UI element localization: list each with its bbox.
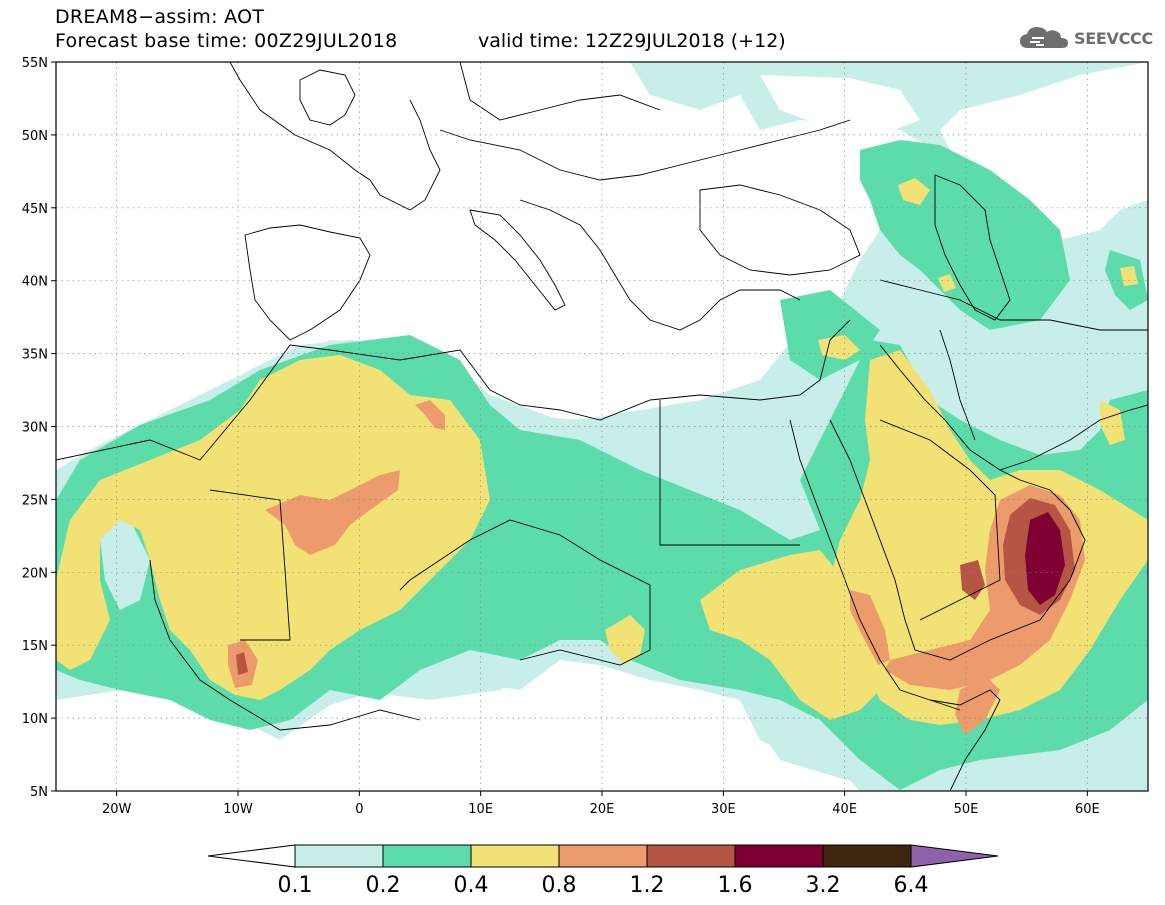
colorbar-low-arrow xyxy=(207,844,296,868)
coast-red-sea-west xyxy=(789,419,961,711)
border-caucasus xyxy=(879,279,1148,331)
colorbar-label: 1.2 xyxy=(630,873,665,898)
coast-iberia xyxy=(244,224,371,341)
lat-lon-grid xyxy=(56,62,1148,791)
coast-black-sea xyxy=(699,184,861,276)
lon-label: 60E xyxy=(1075,802,1100,817)
coast-somalia xyxy=(929,689,1001,791)
clean-region-east-europe xyxy=(940,62,1148,240)
border-egypt-libya xyxy=(659,400,800,546)
coast-europe-west xyxy=(229,62,441,211)
colorbar-swatch xyxy=(822,844,912,868)
colorbar-swatch xyxy=(470,844,560,868)
lat-label: 35N xyxy=(22,348,48,363)
valid-time: valid time: 12Z29JUL2018 (+12) xyxy=(478,30,786,52)
aot-1.6-oman-core xyxy=(1025,512,1065,605)
coast-north-africa xyxy=(56,319,851,461)
lat-label: 5N xyxy=(30,785,48,800)
colorbar-label: 0.8 xyxy=(542,873,577,898)
aot-map: 55N 50N 45N 40N 35N 30N 25N 20N 15N 10N 5N 20W 10W 0… xyxy=(22,56,1149,817)
lat-label: 25N xyxy=(22,493,48,508)
colorbar-label: 0.4 xyxy=(454,873,489,898)
lon-label: 0 xyxy=(355,802,363,817)
colorbar-swatch xyxy=(734,844,824,868)
lat-label: 30N xyxy=(22,421,48,436)
lat-label: 45N xyxy=(22,202,48,217)
aot-0.8-mauritania xyxy=(265,470,400,555)
coast-iran xyxy=(999,404,1148,471)
coast-arabia xyxy=(829,344,1086,661)
colorbar-swatch xyxy=(294,844,384,868)
coast-west-africa xyxy=(149,559,421,731)
latitude-labels: 55N 50N 45N 40N 35N 30N 25N 20N 15N 10N 5N xyxy=(22,56,56,800)
coast-balkans xyxy=(519,199,801,331)
aot-0.4-west-sahara xyxy=(56,355,490,700)
longitude-labels: 20W 10W 0 10E 20E 30E 40E 50E 60E xyxy=(102,791,1100,817)
border-iran-iraq xyxy=(939,329,976,441)
aot-colorbar: 0.1 0.2 0.4 0.8 1.2 1.6 3.2 6.4 xyxy=(207,844,999,898)
lon-label: 30E xyxy=(711,802,736,817)
border-sahara-east xyxy=(399,519,651,591)
colorbar-labels: 0.1 0.2 0.4 0.8 1.2 1.6 3.2 6.4 xyxy=(278,873,929,898)
colorbar-swatches xyxy=(207,844,999,868)
border-sudan xyxy=(519,585,651,666)
aot-1.2-mali-spot xyxy=(236,652,248,675)
aot-0.4-arabia xyxy=(830,350,1148,725)
aot-0.8-algeria-spot xyxy=(415,400,445,430)
colorbar-swatch xyxy=(558,844,648,868)
aot-0.4-persian-gulf xyxy=(1100,400,1125,445)
border-saudi xyxy=(879,419,1001,621)
lon-label: 10W xyxy=(223,802,253,817)
lon-label: 20W xyxy=(102,802,132,817)
lat-label: 20N xyxy=(22,566,48,581)
lon-label: 40E xyxy=(832,802,857,817)
border-east-europe xyxy=(439,119,851,181)
clean-region-europe xyxy=(56,62,935,470)
forecast-base-time: Forecast base time: 00Z29JUL2018 xyxy=(55,30,398,52)
colorbar-label: 0.1 xyxy=(278,873,313,898)
lat-label: 10N xyxy=(22,712,48,727)
coastlines-and-borders xyxy=(56,62,1148,791)
border-mauritania xyxy=(209,489,291,641)
lat-label: 40N xyxy=(22,275,48,290)
colorbar-swatch xyxy=(382,844,472,868)
lat-label: 50N xyxy=(22,129,48,144)
lon-label: 50E xyxy=(954,802,979,817)
brand-name: SEEVCCC xyxy=(1074,28,1153,48)
lon-label: 20E xyxy=(590,802,615,817)
coast-italy xyxy=(469,209,566,311)
colorbar-label: 1.6 xyxy=(718,873,753,898)
border-central-europe xyxy=(459,62,661,121)
colorbar-swatch xyxy=(646,844,736,868)
clean-region-ukraine xyxy=(760,75,920,135)
map-title: DREAM8−assim: AOT xyxy=(55,6,265,28)
colorbar-high-arrow xyxy=(910,844,999,868)
colorbar-label: 0.2 xyxy=(366,873,401,898)
aot-0.2-egypt-sinai xyxy=(780,290,880,380)
aot-0.4-caspian-spot-2 xyxy=(938,274,956,292)
colorbar-label: 3.2 xyxy=(806,873,841,898)
coast-caspian xyxy=(934,174,1011,321)
lat-label: 15N xyxy=(22,639,48,654)
coast-britain xyxy=(299,69,356,126)
aot-0.4-caspian-spot-1 xyxy=(898,178,930,205)
seevccc-logo: SEEVCCC xyxy=(1018,24,1153,52)
lat-label: 55N xyxy=(22,56,48,71)
aot-0.4-chad-blob xyxy=(605,615,645,665)
colorbar-label: 6.4 xyxy=(894,873,929,898)
cloud-icon xyxy=(1020,27,1068,48)
aot-0.8-red-sea xyxy=(850,590,890,665)
clean-region-atlantic-south xyxy=(56,660,860,791)
lon-label: 10E xyxy=(468,802,493,817)
